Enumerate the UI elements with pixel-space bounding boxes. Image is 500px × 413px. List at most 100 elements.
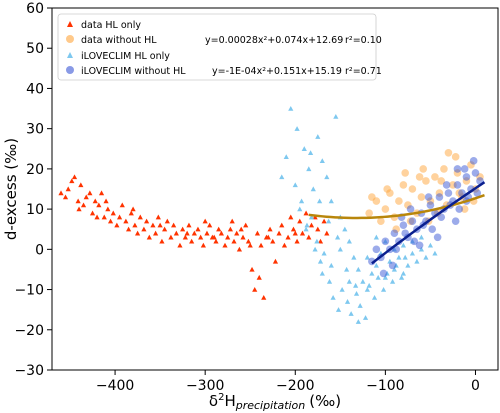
data-point: [418, 234, 425, 240]
data-point: [213, 238, 219, 244]
data-point: [279, 222, 285, 228]
data-point: [375, 274, 381, 280]
data-point: [437, 213, 446, 221]
data-point: [442, 181, 451, 189]
data-point: [339, 286, 345, 292]
y-tick-label: −10: [14, 283, 44, 299]
data-point: [247, 242, 253, 248]
data-point: [355, 319, 361, 324]
data-point: [87, 190, 93, 196]
data-point: [303, 226, 309, 232]
data-point: [306, 166, 312, 172]
data-point: [207, 222, 213, 228]
data-point: [123, 218, 129, 224]
data-point: [422, 177, 430, 185]
data-point: [238, 226, 244, 232]
data-point: [346, 238, 352, 244]
data-point: [321, 218, 327, 224]
data-point: [71, 174, 78, 180]
data-point: [312, 246, 318, 252]
y-tick-label: 50: [26, 41, 44, 57]
data-point: [326, 278, 333, 284]
data-point: [128, 210, 134, 216]
data-point: [276, 230, 282, 236]
y-tick-label: 0: [35, 242, 44, 258]
x-axis-label-h: H: [224, 392, 235, 410]
data-point: [267, 226, 273, 232]
data-point: [328, 262, 334, 268]
data-point: [171, 222, 177, 228]
data-point: [186, 222, 192, 228]
data-point: [189, 238, 195, 244]
fit-line-data-without-hl: [308, 194, 485, 220]
data-point: [307, 150, 314, 155]
data-point: [435, 193, 444, 201]
data-point: [432, 250, 438, 256]
data-point: [304, 222, 310, 228]
data-point: [297, 218, 303, 224]
data-point: [258, 242, 264, 248]
data-point: [366, 282, 372, 288]
data-point: [62, 194, 69, 200]
y-tick-label: 20: [26, 162, 44, 178]
y-axis-ticks: −30 −20 −10 0 10 20 30 40 50 60: [14, 1, 52, 379]
data-point: [389, 278, 396, 284]
equation-data-without-hl: y=0.00028x²+0.074x+12.69: [205, 35, 343, 46]
data-point: [460, 165, 469, 173]
series-data-without-hl: [365, 149, 484, 234]
y-tick-label: −30: [14, 363, 44, 379]
data-point: [364, 254, 370, 260]
data-point: [240, 234, 246, 240]
data-point: [107, 218, 114, 224]
data-point: [424, 193, 433, 201]
data-point: [400, 242, 406, 248]
data-point: [225, 234, 231, 240]
data-point: [101, 214, 107, 220]
data-point: [303, 210, 309, 216]
data-point: [130, 206, 136, 212]
data-point: [453, 165, 462, 173]
data-point: [415, 173, 424, 181]
data-point: [381, 237, 390, 246]
data-point: [146, 234, 152, 240]
data-point: [388, 261, 397, 270]
series-iloveclim-hl-only: [279, 105, 438, 324]
data-point: [433, 233, 442, 242]
data-point: [229, 218, 235, 224]
data-point: [444, 189, 453, 197]
series-layer: [58, 105, 484, 324]
data-point: [365, 209, 373, 217]
data-point: [372, 245, 381, 254]
data-point: [249, 266, 255, 272]
data-point: [141, 226, 147, 232]
data-point: [427, 242, 434, 248]
data-point: [288, 105, 294, 111]
data-point: [353, 282, 359, 288]
data-point: [216, 226, 222, 232]
data-point: [317, 258, 324, 264]
data-point: [326, 218, 332, 224]
y-tick-label: 30: [26, 122, 44, 138]
data-point: [294, 238, 300, 244]
legend-marker-data-hl: [67, 21, 73, 27]
data-point: [460, 205, 469, 213]
data-point: [344, 266, 350, 272]
data-point: [381, 205, 390, 213]
data-point: [150, 222, 156, 228]
data-point: [437, 177, 446, 185]
data-point: [265, 234, 271, 240]
data-point: [261, 295, 267, 300]
data-point: [195, 226, 201, 232]
x-axis-label-delta: δ: [209, 392, 218, 410]
data-point: [231, 238, 237, 244]
data-point: [444, 149, 453, 157]
data-point: [319, 270, 325, 276]
data-point: [408, 185, 417, 193]
data-point: [351, 254, 357, 260]
data-point: [321, 250, 327, 256]
x-axis-label: δ2Hprecipitation (‰): [209, 392, 341, 412]
legend-label-iloveclim-hl: iLOVECLIM HL only: [81, 51, 170, 62]
data-point: [400, 270, 406, 276]
data-point: [110, 210, 116, 216]
